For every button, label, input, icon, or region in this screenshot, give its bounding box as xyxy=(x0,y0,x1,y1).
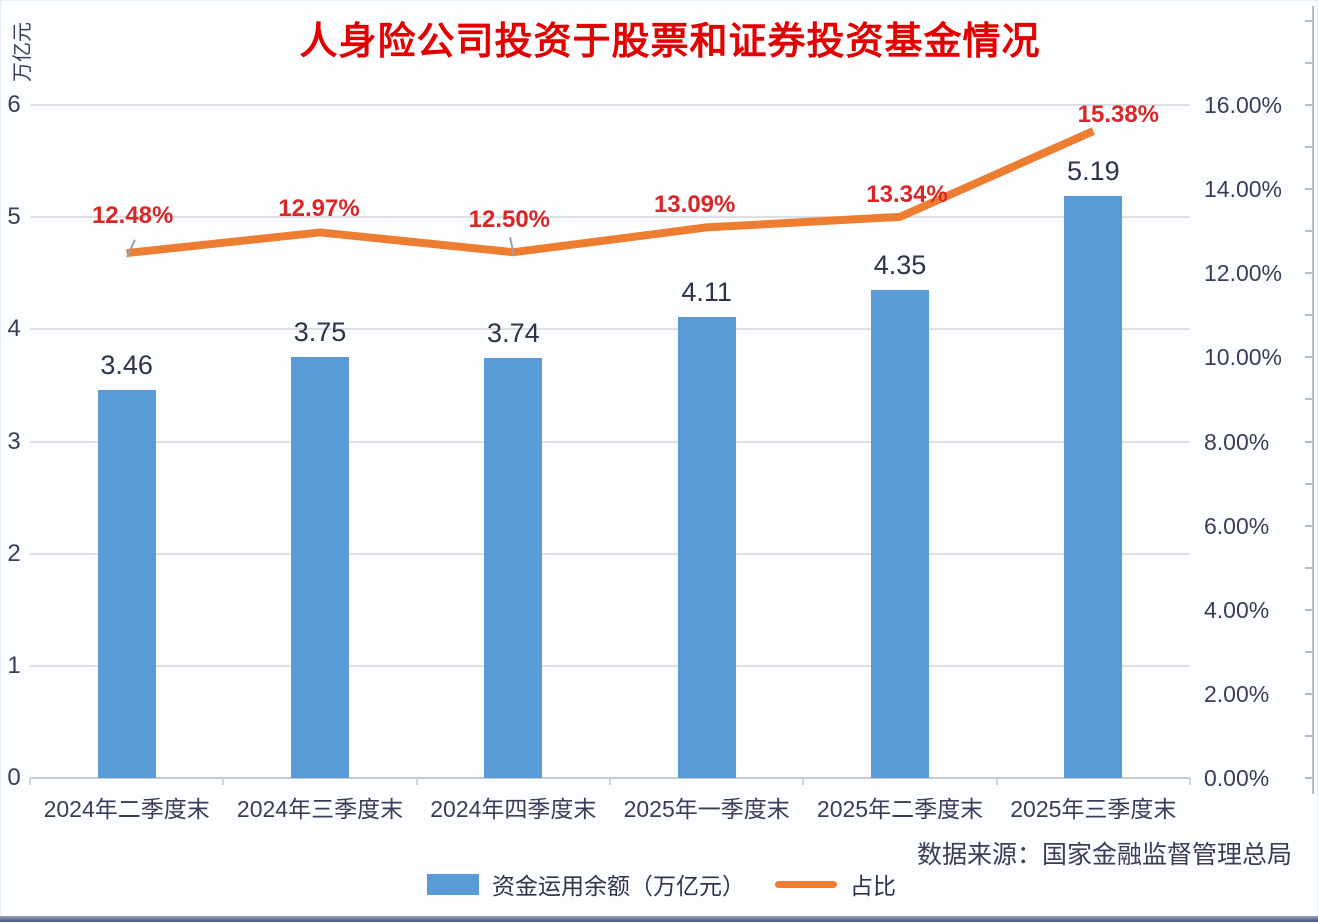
legend-line-swatch-icon xyxy=(775,880,837,888)
left-axis-tick-label: 3 xyxy=(7,427,21,455)
right-axis-minor-tick xyxy=(1305,777,1313,779)
balance-bar xyxy=(1064,195,1123,778)
left-axis-tick-label: 2 xyxy=(7,539,21,567)
ratio-point-label: 12.48% xyxy=(91,202,174,230)
x-axis-boundary-tick xyxy=(609,778,611,785)
left-axis-tick-label: 0 xyxy=(7,764,21,791)
chart-title: 人身险公司投资于股票和证券投资基金情况 xyxy=(299,21,1041,63)
left-axis-tick-label: 1 xyxy=(7,651,21,679)
balance-bar xyxy=(484,358,543,778)
left-axis-tick-label: 6 xyxy=(7,91,21,118)
bar-value-label: 4.11 xyxy=(681,276,732,307)
x-axis-category-label: 2025年三季度末 xyxy=(1010,796,1177,822)
bar-value-label: 5.19 xyxy=(1067,155,1120,186)
gridline xyxy=(30,552,1190,555)
left-axis-unit-label: 万亿元 xyxy=(12,22,34,82)
x-axis-boundary-tick xyxy=(415,778,418,785)
gridline xyxy=(30,216,1190,219)
gridline xyxy=(30,664,1190,667)
right-axis-minor-tick xyxy=(1305,314,1313,317)
ratio-point-label: 13.09% xyxy=(653,191,736,219)
gridline xyxy=(30,328,1190,331)
bar-value-label: 3.74 xyxy=(487,318,540,349)
balance-bar xyxy=(677,316,736,778)
right-axis-tick-label: 14.00% xyxy=(1204,176,1283,203)
gridline xyxy=(30,104,1190,106)
left-axis-tick-label: 4 xyxy=(7,315,21,343)
data-source-note: 数据来源：国家金融监督管理总局 xyxy=(916,841,1292,869)
right-axis-line xyxy=(1312,6,1314,794)
bottom-edge-strip xyxy=(0,916,1318,922)
right-axis-minor-tick xyxy=(1305,482,1313,485)
left-axis-tick-label: 5 xyxy=(7,203,21,231)
label-leader-line xyxy=(509,236,515,257)
right-axis-minor-tick xyxy=(1305,650,1313,653)
right-axis-tick-label: 10.00% xyxy=(1204,344,1283,371)
right-axis-tick-label: 6.00% xyxy=(1204,512,1270,539)
right-axis-minor-tick xyxy=(1305,734,1313,737)
ratio-point-label: 12.97% xyxy=(278,195,360,223)
right-axis-minor-tick xyxy=(1305,356,1313,359)
right-axis-minor-tick xyxy=(1305,19,1313,22)
x-axis-boundary-tick xyxy=(802,778,805,785)
legend-line-label: 占比 xyxy=(850,873,896,899)
x-axis-category-label: 2024年二季度末 xyxy=(43,796,210,822)
legend-bar-swatch-icon xyxy=(427,873,479,895)
right-axis-minor-tick xyxy=(1305,398,1313,401)
ratio-point-label: 13.34% xyxy=(866,180,948,208)
right-axis-tick-label: 4.00% xyxy=(1204,596,1270,623)
x-axis-boundary-tick xyxy=(1189,778,1191,785)
x-axis-boundary-tick xyxy=(222,778,225,785)
balance-bar xyxy=(871,290,929,778)
bar-value-label: 3.75 xyxy=(293,317,347,348)
right-axis-tick-label: 2.00% xyxy=(1204,680,1270,707)
right-axis-minor-tick xyxy=(1305,146,1313,149)
x-axis-category-label: 2025年二季度末 xyxy=(816,796,984,822)
right-axis-minor-tick xyxy=(1305,524,1313,527)
legend-bar-label: 资金运用余额（万亿元） xyxy=(492,873,745,899)
right-axis-tick-label: 8.00% xyxy=(1204,428,1270,455)
balance-bar xyxy=(97,389,156,778)
x-axis-category-label: 2025年一季度末 xyxy=(623,796,790,822)
right-axis-tick-label: 16.00% xyxy=(1204,92,1283,118)
right-axis-minor-tick xyxy=(1305,230,1313,233)
gridline xyxy=(30,440,1190,443)
right-axis-minor-tick xyxy=(1305,440,1313,443)
right-axis-minor-tick xyxy=(1305,692,1313,695)
x-axis-category-label: 2024年四季度末 xyxy=(430,796,597,822)
ratio-point-label: 12.50% xyxy=(468,206,551,234)
x-axis-boundary-tick xyxy=(29,778,31,785)
right-axis-minor-tick xyxy=(1305,61,1313,64)
right-axis-minor-tick xyxy=(1305,104,1313,106)
balance-bar xyxy=(291,357,349,778)
right-axis-tick-label: 0.00% xyxy=(1204,765,1270,791)
x-axis-boundary-tick xyxy=(995,778,998,785)
right-axis-minor-tick xyxy=(1305,566,1313,569)
bar-value-label: 3.46 xyxy=(100,349,153,380)
right-axis-minor-tick xyxy=(1305,272,1313,275)
bar-value-label: 4.35 xyxy=(873,250,927,281)
right-axis-minor-tick xyxy=(1305,608,1313,611)
legend: 资金运用余额（万亿元） 占比 xyxy=(427,867,896,901)
ratio-point-label: 15.38% xyxy=(1077,101,1160,129)
x-axis-category-label: 2024年三季度末 xyxy=(236,796,404,822)
label-leader-line xyxy=(126,239,136,258)
right-axis-tick-label: 12.00% xyxy=(1204,260,1283,287)
right-axis-minor-tick xyxy=(1305,188,1313,191)
